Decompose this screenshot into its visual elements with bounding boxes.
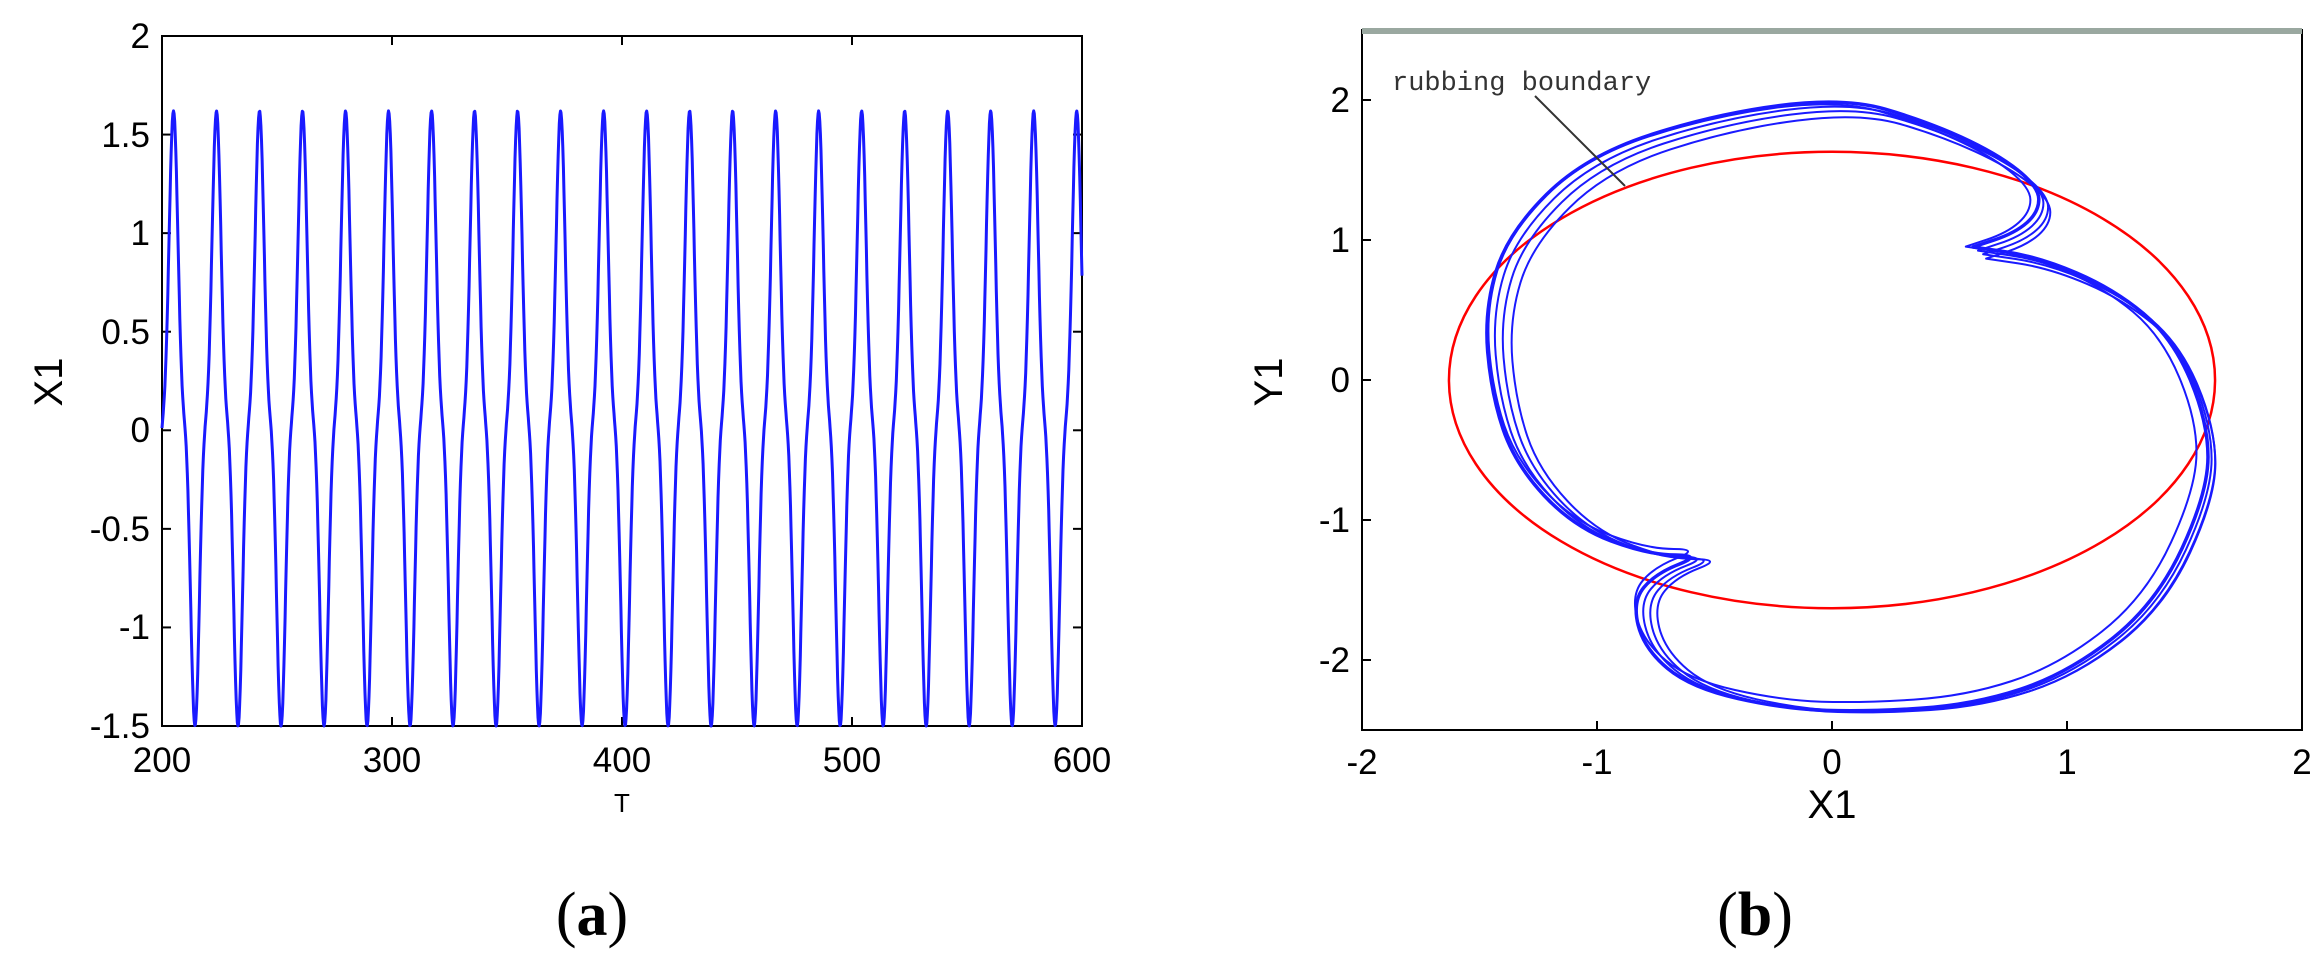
panel-a-xtick-label: 400 bbox=[593, 741, 651, 780]
panel-a-xtick-label: 200 bbox=[133, 741, 191, 780]
panel-a-label-close: ) bbox=[608, 881, 629, 949]
panel-b-plot-frame bbox=[1361, 29, 2303, 731]
panel-b-ylabel: Y1 bbox=[1247, 358, 1291, 407]
panel-a-ytick-label: 2 bbox=[131, 17, 150, 56]
panel-b-orbit-trace bbox=[1510, 116, 2217, 713]
panel-a-series-line bbox=[160, 109, 1084, 728]
panel-a-ytick-label: -0.5 bbox=[90, 510, 150, 549]
panel-a-ytick-label: 0.5 bbox=[101, 313, 150, 352]
panel-b-orbit-trace bbox=[1485, 100, 2210, 713]
panel-a-xlabel: T bbox=[614, 788, 630, 818]
panel-b-yticklabels: -2 -1 0 1 2 bbox=[1319, 81, 1350, 680]
panel-a-xtick-label: 600 bbox=[1053, 741, 1111, 780]
panel-b-xlabel: X1 bbox=[1808, 783, 1857, 827]
panel-b-label: (b) bbox=[1717, 881, 1793, 949]
panel-b-label-close: ) bbox=[1772, 881, 1793, 949]
panel-b-annotation-leader bbox=[1534, 95, 1626, 187]
panel-b-orbit-trace bbox=[1487, 103, 2198, 704]
panel-b-annotation: rubbing boundary bbox=[1392, 69, 1651, 99]
panel-b-ytick-label: 2 bbox=[1331, 81, 1350, 120]
panel-a-ytick-label: 1 bbox=[131, 214, 150, 253]
panel-a-yticklabels: -1.5 -1 -0.5 0 0.5 1 1.5 2 bbox=[90, 17, 150, 746]
panel-a-label-open: ( bbox=[556, 881, 577, 949]
panel-b-ticks bbox=[1361, 99, 2303, 730]
panel-b-xticklabels: -2 -1 0 1 2 bbox=[1346, 743, 2311, 782]
panel-a-ytick-label: -1.5 bbox=[90, 707, 150, 746]
panel-a-ylabel: X1 bbox=[27, 358, 71, 407]
panel-a-xtick-label: 500 bbox=[823, 741, 881, 780]
panel-b-orbit-group bbox=[1485, 100, 2217, 714]
panel-b-label-open: ( bbox=[1717, 881, 1738, 949]
panel-b-xtick-label: 0 bbox=[1822, 743, 1841, 782]
panel-a-ytick-label: -1 bbox=[119, 608, 150, 647]
panel-b-xtick-label: 1 bbox=[2057, 743, 2076, 782]
panel-b-xtick-label: -1 bbox=[1581, 743, 1612, 782]
panel-b-chart: -2 -1 0 1 2 -2 -1 0 1 2 X1 Y1 rubbing bo… bbox=[1247, 28, 2312, 949]
panel-b-ytick-label: -2 bbox=[1319, 641, 1350, 680]
panel-b-ytick-label: 1 bbox=[1331, 221, 1350, 260]
panel-b-xtick-label: 2 bbox=[2292, 743, 2311, 782]
panel-a-ytick-label: 0 bbox=[131, 411, 150, 450]
panel-a-xticklabels: 200 300 400 500 600 bbox=[133, 741, 1111, 780]
panel-a-label: (a) bbox=[556, 881, 628, 949]
panel-b-rubbing-boundary-ellipse bbox=[1447, 150, 2217, 610]
panel-b-ytick-label: -1 bbox=[1319, 501, 1350, 540]
panel-a-label-letter: a bbox=[577, 881, 608, 949]
panel-b-xtick-label: -2 bbox=[1346, 743, 1377, 782]
panel-b-ytick-label: 0 bbox=[1331, 361, 1350, 400]
panel-b-label-letter: b bbox=[1738, 881, 1772, 949]
panel-a-ytick-label: 1.5 bbox=[101, 116, 150, 155]
panel-a-chart: -1.5 -1 -0.5 0 0.5 1 1.5 2 200 300 400 5… bbox=[27, 17, 1111, 949]
panel-a-xtick-label: 300 bbox=[363, 741, 421, 780]
